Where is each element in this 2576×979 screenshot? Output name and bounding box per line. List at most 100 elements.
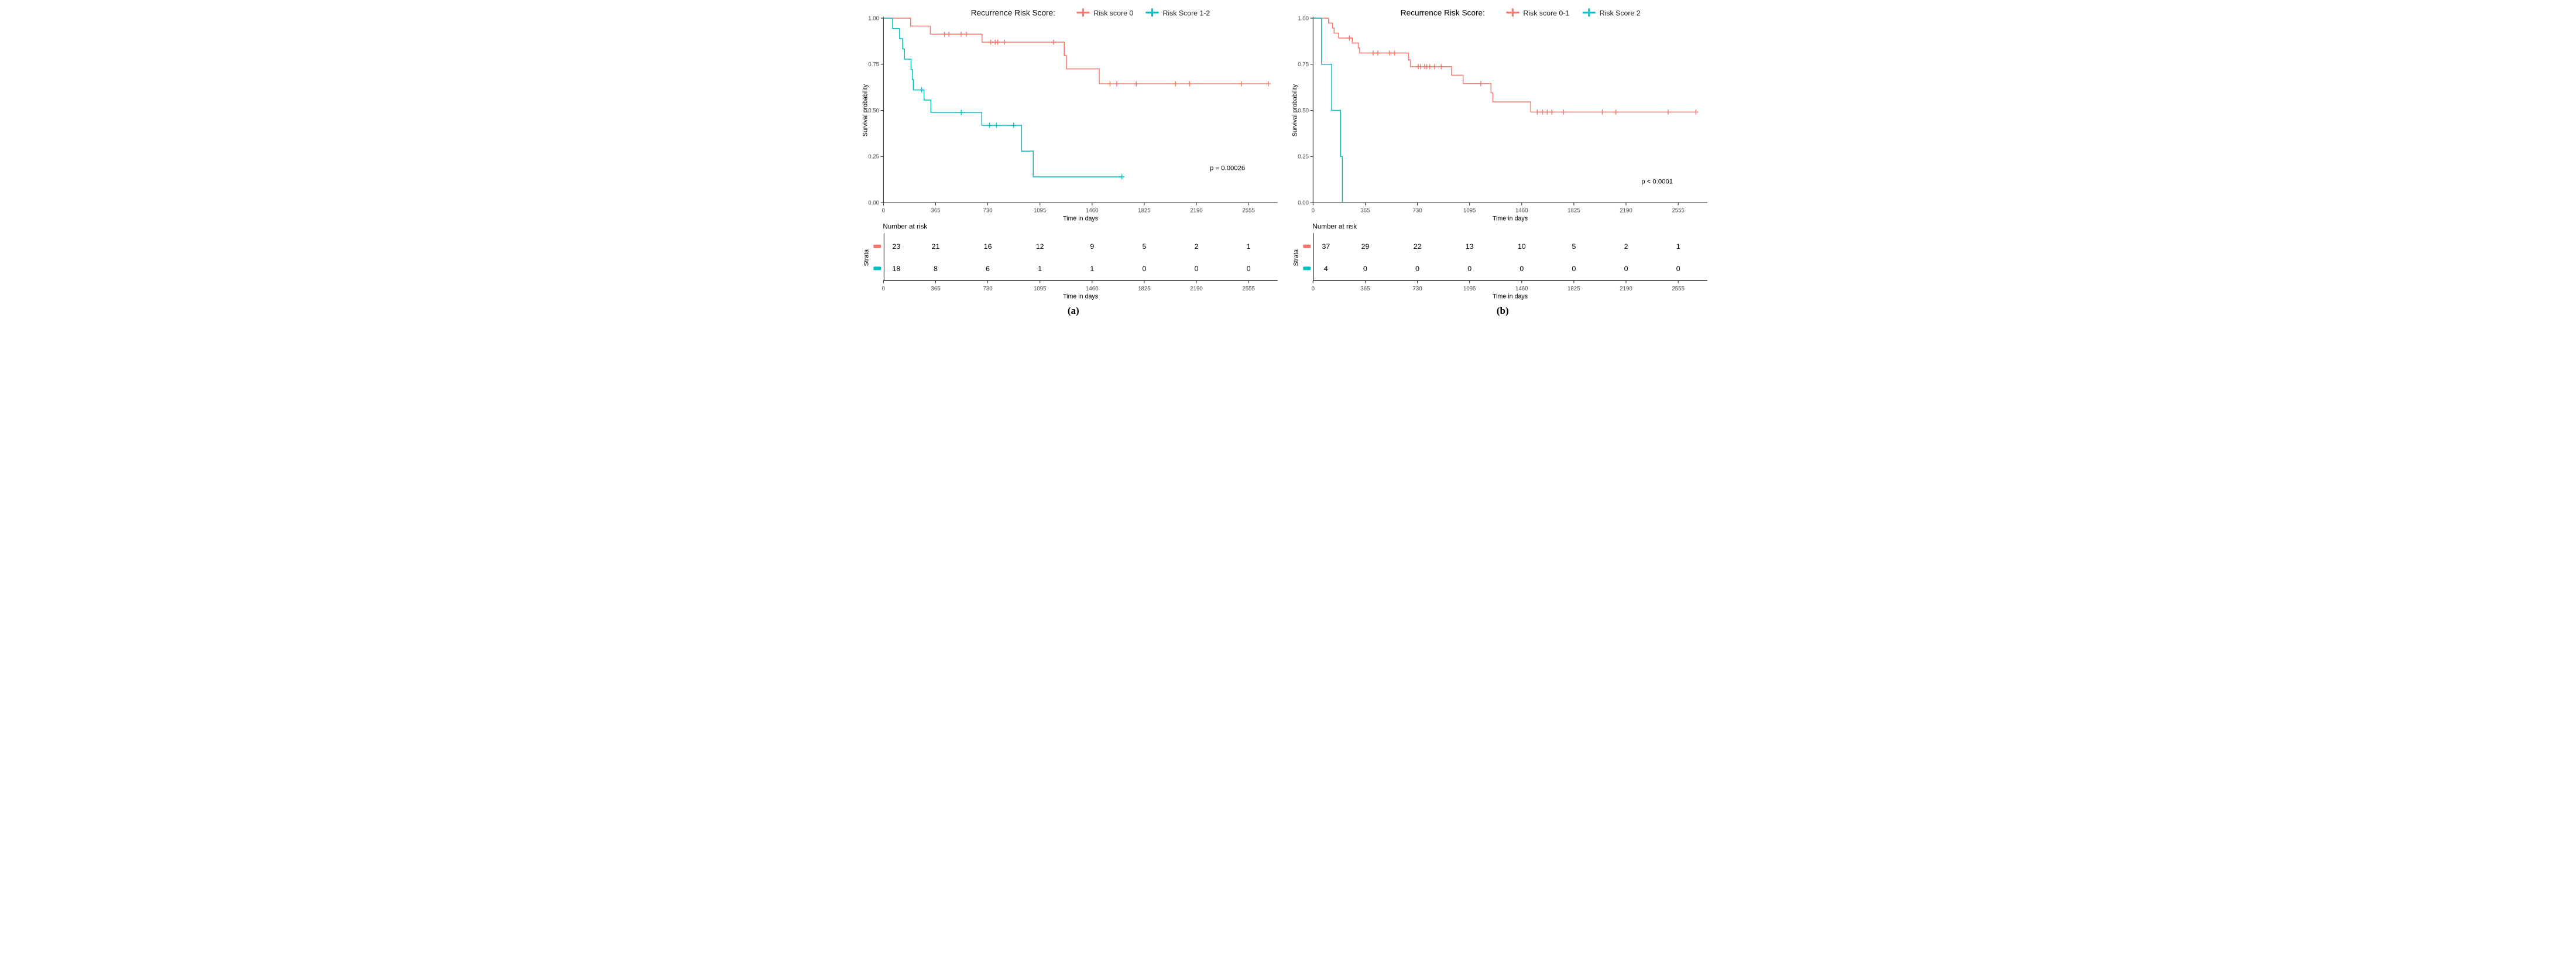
- censor-mark-icon: [1186, 81, 1192, 87]
- censor-mark-icon: [1613, 109, 1618, 115]
- censor-mark-icon: [1599, 109, 1605, 115]
- risk-count: 5: [1572, 242, 1576, 251]
- risk-count: 4: [1323, 265, 1328, 273]
- y-axis-title: Survival probability: [862, 84, 869, 136]
- y-tick-label: 0.00: [1298, 200, 1309, 206]
- risk-count: 6: [986, 265, 990, 273]
- risk-table-row: 23 21 16 12 9 5 2 1: [873, 242, 1251, 251]
- legend-label: Risk Score 1-2: [1162, 9, 1210, 17]
- p-value-label: p = 0.00026: [1210, 165, 1245, 172]
- legend-key-icon: [1076, 8, 1090, 17]
- risk-count: 1: [1090, 265, 1094, 273]
- censor-mark-icon: [1265, 81, 1271, 87]
- legend-title: Recurrence Risk Score:: [971, 8, 1055, 17]
- legend-row: Recurrence Risk Score: Risk score 0-1 Risk…: [1400, 8, 1640, 17]
- censor-mark-icon: [1051, 39, 1057, 45]
- censor-mark-icon: [959, 109, 964, 115]
- risk-table-tick-label: 2555: [1242, 286, 1254, 292]
- censor-mark-icon: [1438, 64, 1444, 70]
- risk-count: 16: [984, 242, 992, 251]
- panel-a: Recurrence Risk Score: Risk score 0 Risk S…: [859, 0, 1288, 321]
- p-value-label: p < 0.0001: [1641, 178, 1673, 185]
- x-tick-label: 730: [983, 208, 993, 214]
- legend-label: Risk score 0-1: [1523, 9, 1569, 17]
- risk-count: 5: [1142, 242, 1146, 251]
- y-tick-label: 1.00: [1298, 15, 1309, 22]
- risk-table-tick-label: 0: [1311, 286, 1314, 292]
- censor-mark-icon: [1549, 109, 1555, 115]
- risk-count: 0: [1415, 265, 1419, 273]
- legend-key-icon: [1582, 8, 1596, 17]
- risk-table-row: 37 29 22 13 10 5 2 1: [1302, 242, 1680, 251]
- risk-count: 29: [1361, 242, 1369, 251]
- risk-count: 0: [1247, 265, 1251, 273]
- censor-mark-icon: [1478, 81, 1483, 87]
- survival-curve-high-risk: [883, 18, 1124, 180]
- risk-table-x-axis-title: Time in days: [1063, 293, 1098, 300]
- risk-count: 2: [1624, 242, 1628, 251]
- censor-mark-icon: [1391, 50, 1397, 56]
- censor-mark-icon: [1133, 81, 1139, 87]
- risk-table-tick-label: 1095: [1034, 286, 1046, 292]
- risk-table-x-axis-title: Time in days: [1493, 293, 1528, 300]
- censor-mark-icon: [1432, 64, 1437, 70]
- legend-key-icon: [1145, 8, 1159, 17]
- x-tick-label: 1460: [1515, 208, 1528, 214]
- risk-table-tick-label: 2190: [1190, 286, 1202, 292]
- y-tick-label: 1.00: [868, 15, 879, 22]
- risk-count: 0: [1363, 265, 1367, 273]
- x-axis-title: Time in days: [1063, 215, 1098, 222]
- censor-mark-icon: [987, 122, 992, 128]
- x-tick-label: 0: [1311, 208, 1314, 214]
- x-tick-label: 2190: [1620, 208, 1632, 214]
- legend-row: Recurrence Risk Score: Risk score 0 Risk S…: [971, 8, 1210, 17]
- risk-count: 10: [1517, 242, 1525, 251]
- y-axis-title: Survival probability: [1291, 84, 1298, 136]
- x-tick-label: 1825: [1567, 208, 1580, 214]
- censor-mark-icon: [1107, 81, 1113, 87]
- x-tick-label: 365: [1360, 208, 1370, 214]
- censor-mark-icon: [1375, 50, 1380, 56]
- censor-mark-icon: [919, 87, 924, 93]
- km-plot-a: Recurrence Risk Score: Risk score 0 Risk S…: [862, 8, 1278, 300]
- risk-count: 1: [1247, 242, 1251, 251]
- risk-table-title: Number at risk: [883, 223, 927, 231]
- censor-mark-icon: [1114, 81, 1120, 87]
- risk-table-tick-label: 1825: [1138, 286, 1150, 292]
- censor-mark-icon: [1387, 50, 1392, 56]
- risk-count: 9: [1090, 242, 1094, 251]
- censor-mark-icon: [1119, 174, 1124, 180]
- x-tick-label: 2555: [1242, 208, 1254, 214]
- censor-mark-icon: [994, 122, 999, 128]
- censor-mark-icon: [1001, 39, 1007, 45]
- risk-table-tick-label: 730: [1412, 286, 1422, 292]
- strata-swatch-icon: [1302, 244, 1311, 248]
- risk-count: 0: [1519, 265, 1524, 273]
- risk-count: 0: [1142, 265, 1146, 273]
- censor-mark-icon: [1239, 81, 1244, 87]
- risk-count: 2: [1195, 242, 1199, 251]
- risk-table-strata-label: Strata: [863, 249, 870, 266]
- risk-count: 18: [892, 265, 900, 273]
- x-tick-label: 1460: [1086, 208, 1098, 214]
- km-plot-b: Recurrence Risk Score: Risk score 0-1 Risk…: [1291, 8, 1707, 300]
- censor-mark-icon: [963, 32, 969, 37]
- y-tick-label: 0.00: [868, 200, 879, 206]
- risk-table: Number at risk Strata 37 29 22 13 10 5 2 1 4 0 0 0 0 0 0…: [1292, 223, 1707, 300]
- risk-table-tick-label: 365: [1360, 286, 1370, 292]
- censor-mark-icon: [1560, 109, 1566, 115]
- y-tick-label: 0.50: [1298, 108, 1309, 114]
- risk-count: 37: [1322, 242, 1330, 251]
- x-tick-label: 0: [882, 208, 885, 214]
- y-tick-label: 0.75: [868, 61, 879, 68]
- y-tick-label: 0.75: [1298, 61, 1309, 68]
- y-tick-label: 0.50: [868, 108, 879, 114]
- risk-table-tick-label: 1460: [1086, 286, 1098, 292]
- risk-count: 0: [1467, 265, 1471, 273]
- censor-mark-icon: [1534, 109, 1540, 115]
- censor-mark-icon: [988, 39, 993, 45]
- risk-table-tick-label: 1460: [1515, 286, 1528, 292]
- x-tick-label: 2555: [1672, 208, 1684, 214]
- legend-label: Risk score 0: [1093, 9, 1133, 17]
